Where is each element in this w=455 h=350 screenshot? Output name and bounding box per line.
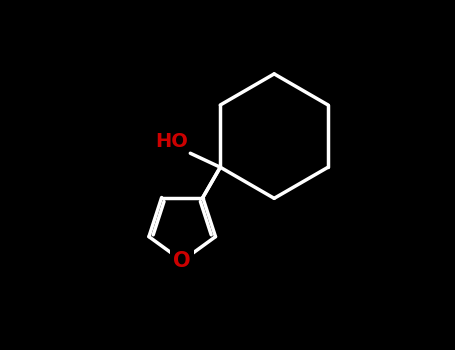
Text: O: O xyxy=(173,251,191,271)
Text: HO: HO xyxy=(156,132,188,151)
